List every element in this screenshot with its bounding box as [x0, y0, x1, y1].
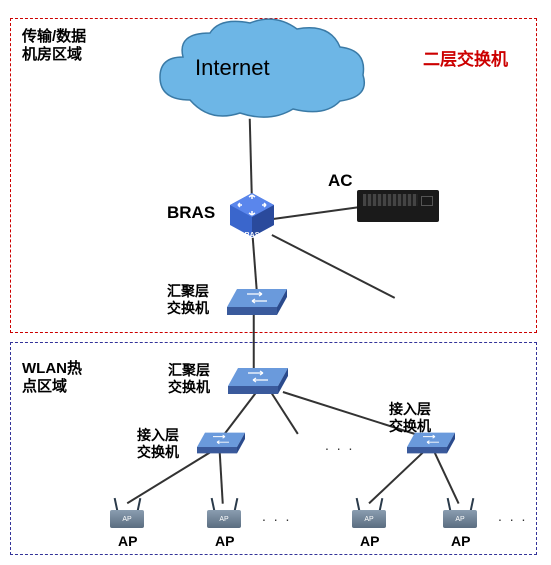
ap4: AP: [435, 496, 485, 528]
ac-label: AC: [328, 171, 353, 191]
ap4-label: AP: [451, 533, 470, 549]
sw4-label: 接入层交换机: [389, 401, 431, 435]
sw3-label: 接入层交换机: [137, 427, 179, 461]
ap-ellipsis-1: . . .: [262, 508, 291, 524]
sw-ellipsis: . . .: [325, 437, 354, 453]
sw3: [197, 432, 245, 454]
ap1: AP: [102, 496, 152, 528]
sw2: [228, 368, 288, 394]
sw2-label: 汇聚层交换机: [168, 362, 210, 396]
ap1-label: AP: [118, 533, 137, 549]
ap2-label: AP: [215, 533, 234, 549]
title-red: 二层交换机: [423, 50, 508, 70]
internet-label: Internet: [195, 55, 270, 81]
ap2: AP: [199, 496, 249, 528]
ac-device: [357, 190, 439, 222]
ap-ellipsis-2: . . .: [498, 508, 527, 524]
sw1-label: 汇聚层交换机: [167, 283, 209, 317]
sw4: [407, 432, 455, 454]
bras-router: BAS: [230, 193, 274, 237]
bras-sublabel: BAS: [230, 232, 274, 239]
ap3: AP: [344, 496, 394, 528]
bras-label: BRAS: [167, 203, 215, 223]
region-top-label: 传输/数据机房区域: [22, 28, 86, 64]
region-bot-label: WLAN热点区域: [22, 360, 82, 396]
ap3-label: AP: [360, 533, 379, 549]
sw1: [227, 289, 287, 315]
